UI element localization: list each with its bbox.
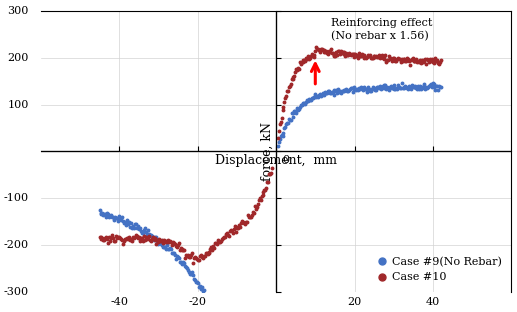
Legend: Case #9(No Rebar), Case #10: Case #9(No Rebar), Case #10	[373, 252, 506, 287]
Text: -100: -100	[4, 193, 29, 203]
Y-axis label: force, kN: force, kN	[260, 122, 273, 181]
Text: 0: 0	[282, 155, 289, 165]
Text: 200: 200	[8, 52, 29, 62]
Text: 100: 100	[8, 100, 29, 110]
Text: 300: 300	[8, 6, 29, 16]
X-axis label: Displacement,  mm: Displacement, mm	[215, 154, 337, 167]
Text: -20: -20	[189, 297, 207, 307]
Text: -300: -300	[4, 287, 29, 297]
Text: -200: -200	[4, 241, 29, 251]
Text: 40: 40	[426, 297, 440, 307]
Text: 20: 20	[347, 297, 362, 307]
Text: Reinforcing effect
(No rebar x 1.56): Reinforcing effect (No rebar x 1.56)	[331, 18, 432, 41]
Text: -40: -40	[110, 297, 128, 307]
